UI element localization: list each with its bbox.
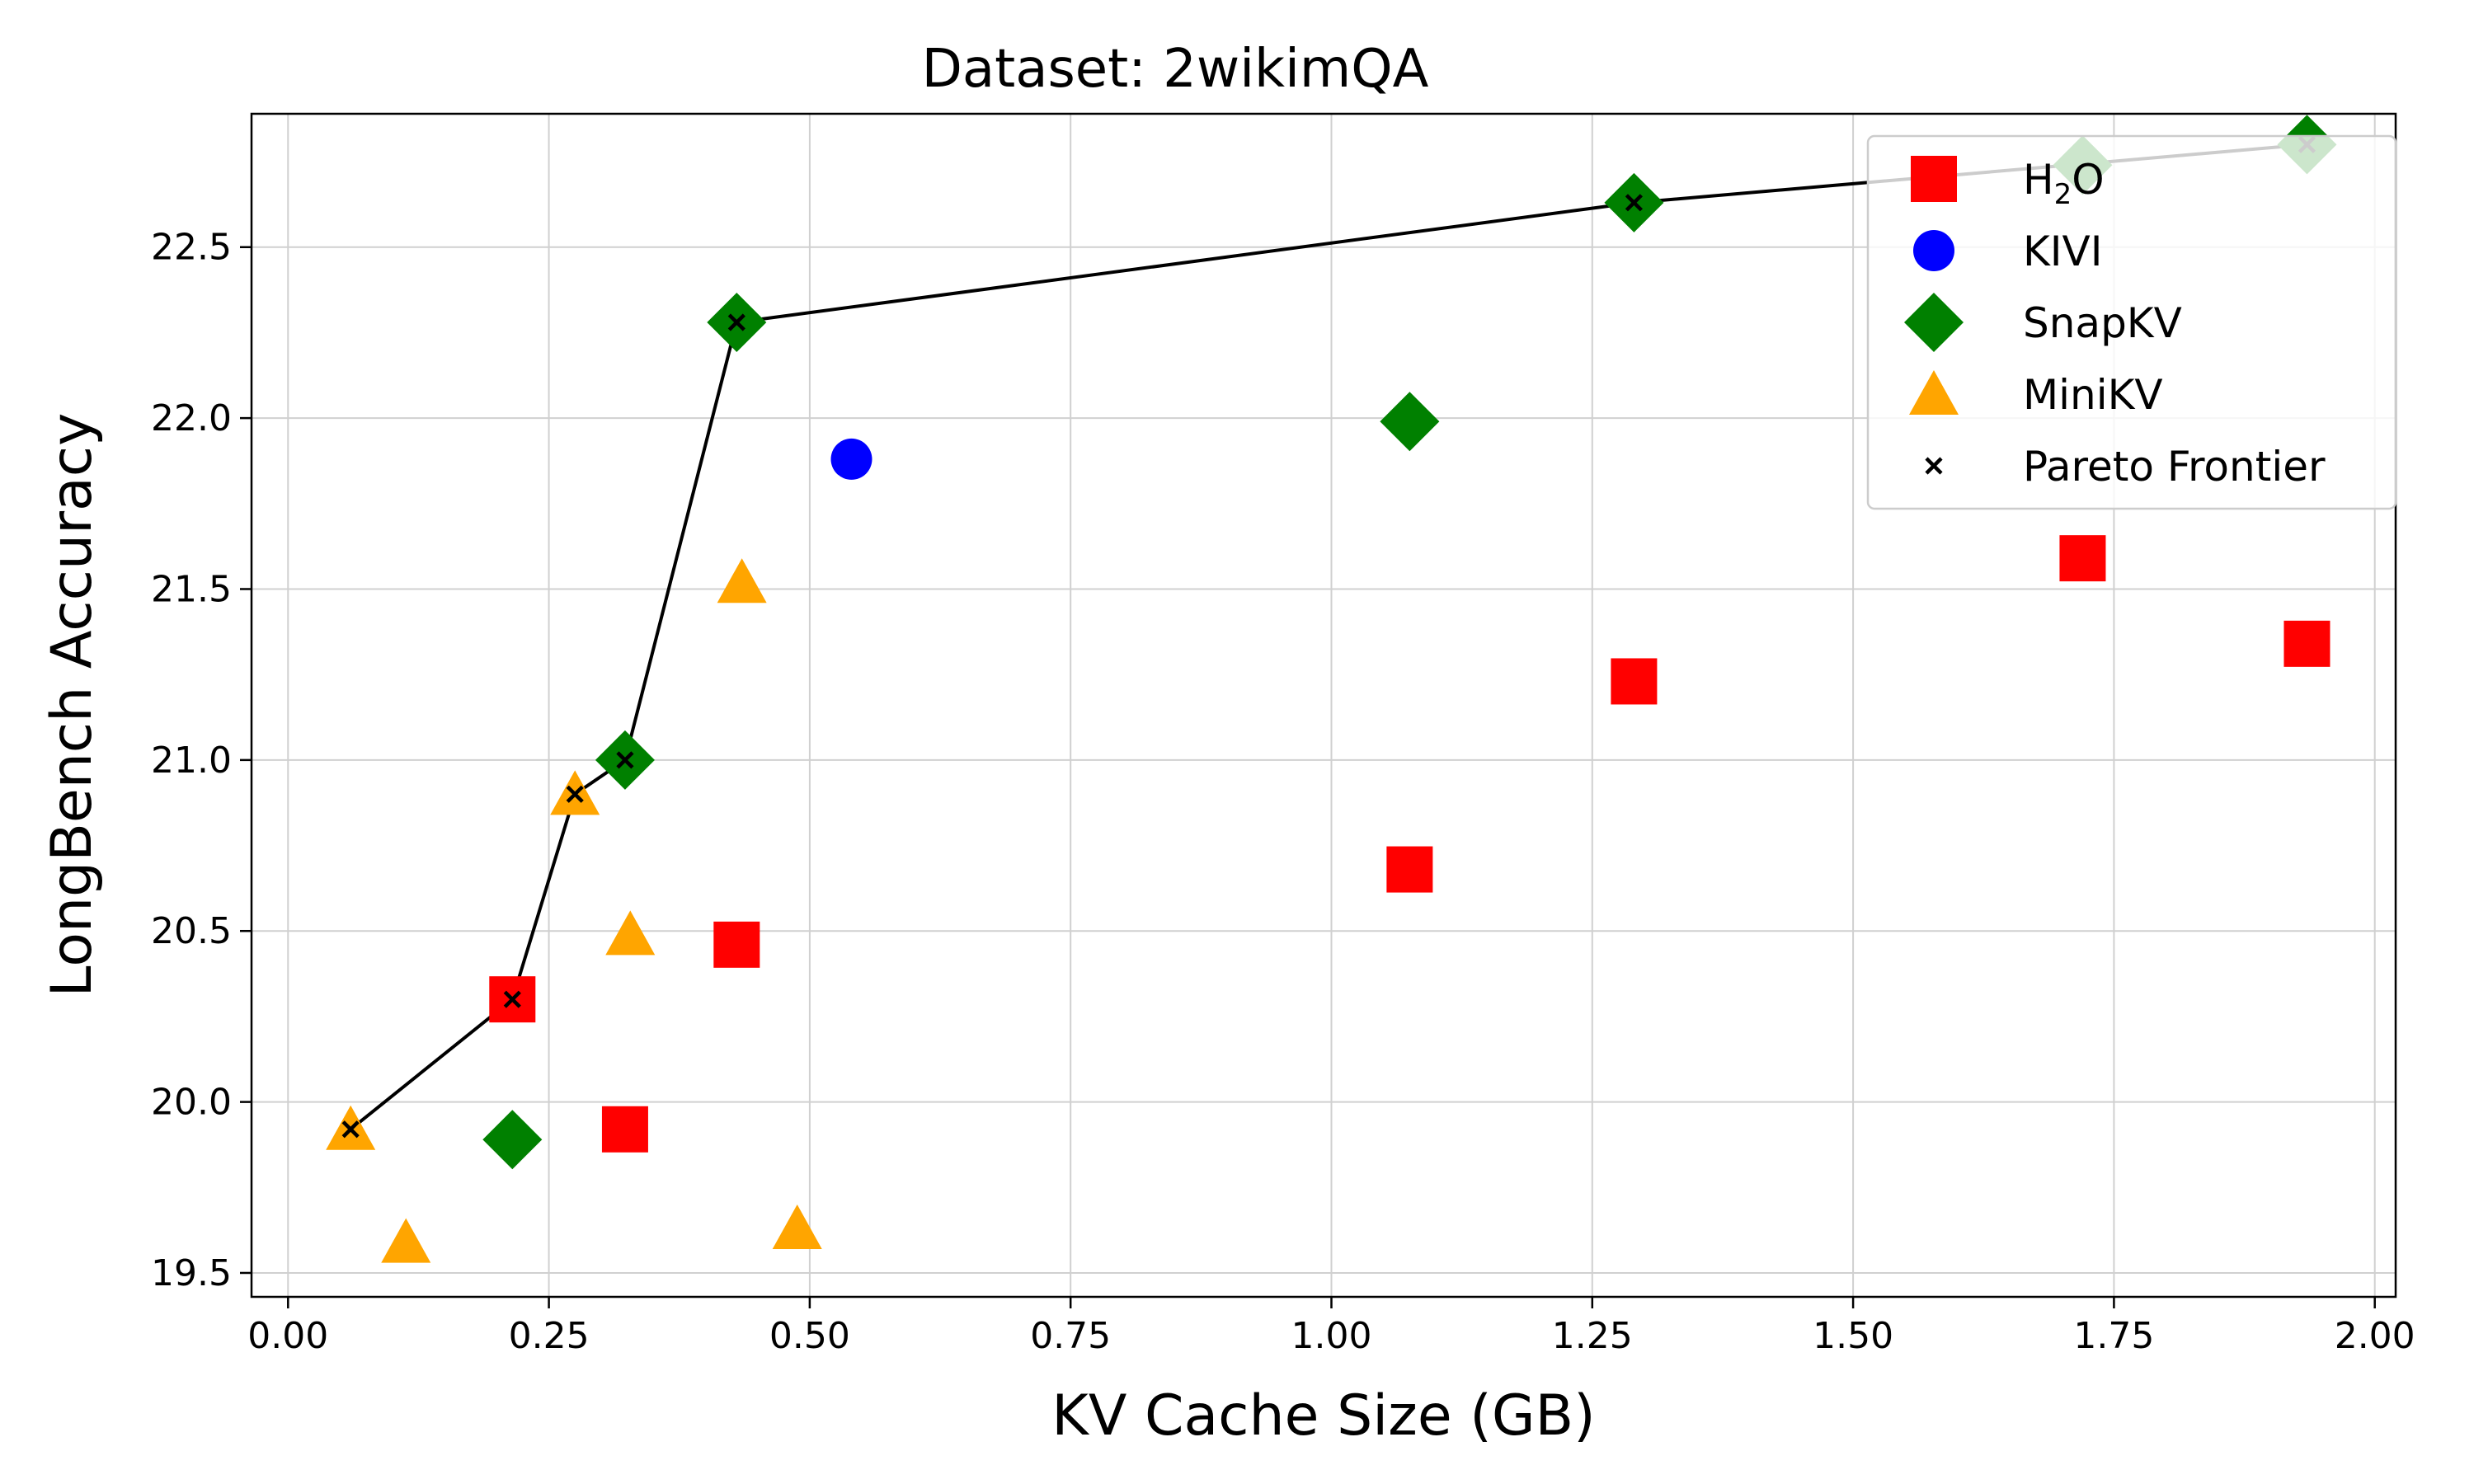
legend-label-snapkv: SnapKV bbox=[2023, 299, 2182, 347]
pareto-frontier-point bbox=[566, 785, 584, 803]
h2o-point bbox=[713, 921, 760, 968]
x-tick-label: 0.00 bbox=[247, 1315, 328, 1357]
plot-frame bbox=[250, 112, 2397, 1298]
minikv-point bbox=[772, 1205, 822, 1250]
markers-layer bbox=[326, 115, 2337, 1263]
kivi-point bbox=[830, 438, 872, 480]
x-tick-label: 0.25 bbox=[509, 1315, 590, 1357]
legend-label-ho: H2O bbox=[2023, 156, 2105, 211]
pareto-frontier-point bbox=[341, 1120, 360, 1139]
x-axis-label: KV Cache Size (GB) bbox=[1051, 1383, 1595, 1449]
x-tick-label: 1.00 bbox=[1291, 1315, 1372, 1357]
h2o-point bbox=[601, 1106, 648, 1153]
legend-label-kivi: KIVI bbox=[2023, 228, 2102, 275]
y-tick-label: 21.5 bbox=[151, 568, 232, 610]
legend-label-pareto-frontier: Pareto Frontier bbox=[2023, 443, 2326, 491]
y-tick-label: 22.0 bbox=[151, 397, 232, 439]
x-tick-label: 1.25 bbox=[1552, 1315, 1633, 1357]
x-tick-label: 0.75 bbox=[1030, 1315, 1111, 1357]
legend-box bbox=[1866, 134, 2397, 510]
legend-marker-pareto-frontier bbox=[1925, 457, 1943, 475]
axis-ticks: 0.00 0.25 0.50 0.75 1.00 1.25 1.50 1.75 2.00 19.5… bbox=[151, 227, 2415, 1357]
minikv-point bbox=[381, 1218, 431, 1263]
legend-label-minikv: MiniKV bbox=[2023, 371, 2163, 419]
snapkv-point bbox=[482, 1110, 543, 1170]
y-tick-label: 21.0 bbox=[151, 740, 232, 782]
y-tick-label: 20.0 bbox=[151, 1082, 232, 1124]
legend: H2O KIVI SnapKV MiniKV Pareto Frontier bbox=[1866, 134, 2397, 510]
y-tick-label: 19.5 bbox=[151, 1252, 232, 1294]
x-tick-label: 2.00 bbox=[2335, 1315, 2415, 1357]
h2o-point bbox=[2059, 535, 2106, 582]
minikv-point bbox=[717, 558, 767, 603]
x-tick-label: 1.50 bbox=[1813, 1315, 1893, 1357]
x-tick-label: 0.50 bbox=[769, 1315, 850, 1357]
pareto-frontier-point bbox=[1625, 194, 1643, 212]
legend-marker-snapkv bbox=[1904, 293, 1964, 352]
pareto-frontier-point bbox=[727, 313, 745, 331]
h2o-point bbox=[1611, 658, 1658, 705]
x-tick-label: 1.75 bbox=[2073, 1315, 2154, 1357]
snapkv-point bbox=[1380, 392, 1440, 452]
y-axis-label: LongBench Accuracy bbox=[40, 413, 105, 998]
h2o-point bbox=[2284, 620, 2331, 667]
y-tick-label: 22.5 bbox=[151, 227, 232, 269]
h2o-point bbox=[1386, 846, 1433, 893]
y-tick-label: 20.5 bbox=[151, 910, 232, 952]
legend-marker-kivi bbox=[1913, 230, 1954, 271]
minikv-point bbox=[605, 910, 656, 956]
pareto-frontier-point bbox=[503, 990, 521, 1008]
chart-title: Dataset: 2wikimQA bbox=[922, 39, 1429, 100]
legend-marker-minikv bbox=[1909, 370, 1959, 415]
pareto-frontier-point bbox=[616, 751, 634, 769]
legend-marker-ho bbox=[1911, 156, 1957, 202]
